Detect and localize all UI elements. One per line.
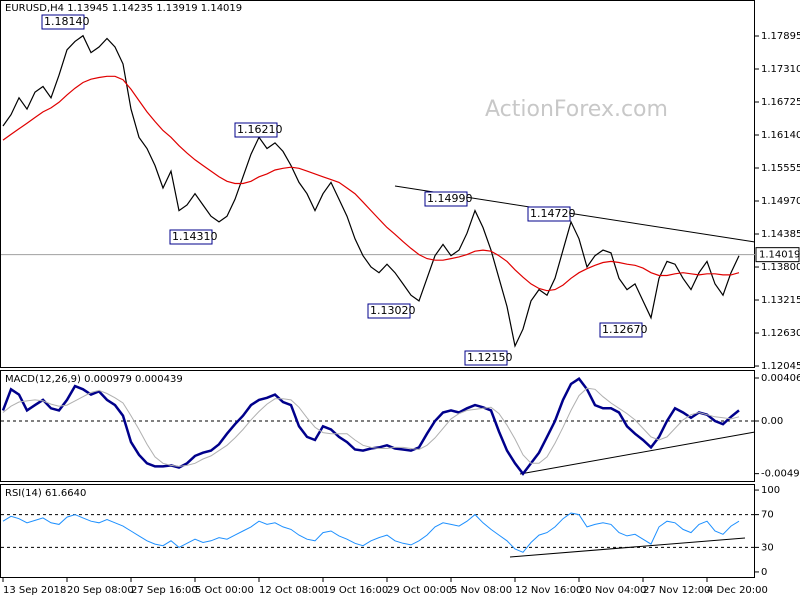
y-tick-label: 1.14970 [761, 196, 800, 207]
y-tick-label: 1.14385 [761, 229, 800, 240]
indicator-title: MACD(12,26,9) 0.000979 0.000439 [5, 374, 183, 385]
y-tick-label: 0.00 [761, 416, 783, 427]
annotation-box [41, 14, 85, 30]
trend-line [519, 431, 756, 475]
x-tick-label: 19 Oct 16:00 [323, 585, 388, 596]
annotation: 1.14720 [530, 207, 576, 220]
annotation: 1.12150 [467, 351, 513, 364]
series-line [2, 387, 740, 467]
x-tick-label: 12 Nov 16:00 [515, 585, 582, 596]
x-tick-label: 4 Dec 20:00 [707, 585, 768, 596]
annotation-box [234, 122, 278, 138]
y-tick-label: 1.16140 [761, 130, 800, 141]
series-line [2, 75, 740, 292]
rsi-panel [0, 484, 755, 578]
main-panel [0, 0, 755, 368]
annotation: 1.18140 [44, 15, 90, 28]
y-tick-label: 0.004069 [761, 373, 800, 384]
current-price-label: 1.14019 [759, 250, 800, 261]
annotation-box [367, 303, 411, 319]
y-tick-label: 1.13215 [761, 295, 800, 306]
x-tick-label: 5 Oct 00:00 [195, 585, 254, 596]
annotation-box [169, 229, 213, 245]
annotation: 1.12670 [602, 323, 648, 336]
y-tick-label: 1.15555 [761, 163, 800, 174]
y-tick-label: 70 [761, 510, 774, 521]
y-tick-label: 1.12045 [761, 361, 800, 372]
y-tick-label: 1.16725 [761, 97, 800, 108]
annotation: 1.14990 [427, 192, 473, 205]
annotation: 1.13020 [370, 304, 416, 317]
current-price-box [755, 247, 800, 263]
x-tick-label: 5 Nov 08:00 [451, 585, 512, 596]
x-tick-label: 13 Sep 2018 [3, 585, 66, 596]
x-tick-label: 20 Nov 04:00 [579, 585, 646, 596]
y-tick-label: 1.17895 [761, 31, 800, 42]
macd-panel [0, 370, 755, 482]
watermark: ActionForex.com [485, 97, 668, 122]
y-tick-label: 100 [761, 485, 780, 496]
chart-title: EURUSD,H4 1.13945 1.14235 1.13919 1.1401… [5, 3, 242, 14]
y-tick-label: 1.17310 [761, 64, 800, 75]
annotation-box [527, 206, 571, 222]
x-tick-label: 27 Nov 12:00 [643, 585, 710, 596]
series-line [2, 34, 740, 348]
x-tick-label: 20 Sep 08:00 [67, 585, 134, 596]
y-tick-label: 1.13800 [761, 262, 800, 273]
series-line [1, 377, 740, 476]
series-line [2, 512, 740, 553]
annotation-box [599, 322, 643, 338]
annotation: 1.16210 [237, 123, 283, 136]
x-tick-label: 27 Sep 16:00 [131, 585, 198, 596]
y-tick-label: 30 [761, 542, 774, 553]
y-tick-label: 1.12630 [761, 328, 800, 339]
indicator-title: RSI(14) 61.6640 [5, 488, 86, 499]
y-tick-label: 0 [761, 567, 767, 578]
annotation-box [464, 350, 508, 366]
annotation: 1.14310 [172, 230, 218, 243]
annotation-box [424, 191, 468, 207]
x-tick-label: 29 Oct 00:00 [387, 585, 452, 596]
x-tick-label: 12 Oct 08:00 [259, 585, 324, 596]
y-tick-label: -0.004981 [761, 469, 800, 480]
